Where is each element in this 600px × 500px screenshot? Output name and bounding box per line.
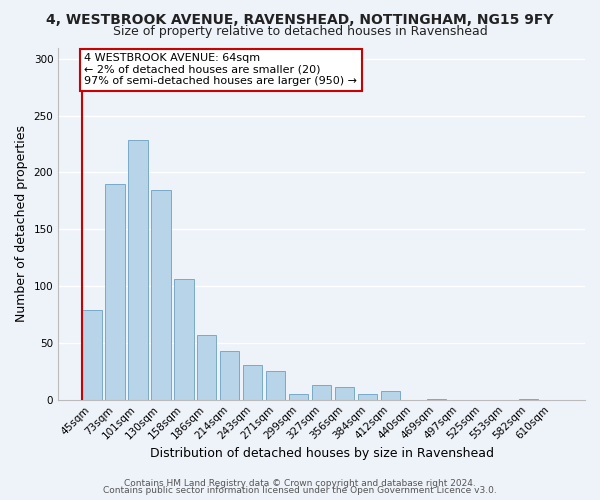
Text: Contains public sector information licensed under the Open Government Licence v3: Contains public sector information licen… bbox=[103, 486, 497, 495]
Bar bbox=[243, 364, 262, 400]
Bar bbox=[197, 335, 217, 400]
Bar bbox=[151, 190, 170, 400]
Bar bbox=[335, 387, 355, 400]
Bar bbox=[427, 398, 446, 400]
Bar bbox=[82, 310, 101, 400]
Text: 4 WESTBROOK AVENUE: 64sqm
← 2% of detached houses are smaller (20)
97% of semi-d: 4 WESTBROOK AVENUE: 64sqm ← 2% of detach… bbox=[85, 53, 358, 86]
Bar bbox=[105, 184, 125, 400]
Bar bbox=[128, 140, 148, 400]
Bar bbox=[289, 394, 308, 400]
Bar bbox=[381, 390, 400, 400]
Text: 4, WESTBROOK AVENUE, RAVENSHEAD, NOTTINGHAM, NG15 9FY: 4, WESTBROOK AVENUE, RAVENSHEAD, NOTTING… bbox=[46, 12, 554, 26]
Bar bbox=[174, 280, 194, 400]
Bar bbox=[266, 372, 286, 400]
Bar bbox=[358, 394, 377, 400]
Bar bbox=[312, 385, 331, 400]
Y-axis label: Number of detached properties: Number of detached properties bbox=[15, 125, 28, 322]
X-axis label: Distribution of detached houses by size in Ravenshead: Distribution of detached houses by size … bbox=[149, 447, 494, 460]
Text: Contains HM Land Registry data © Crown copyright and database right 2024.: Contains HM Land Registry data © Crown c… bbox=[124, 478, 476, 488]
Text: Size of property relative to detached houses in Ravenshead: Size of property relative to detached ho… bbox=[113, 25, 487, 38]
Bar bbox=[518, 398, 538, 400]
Bar bbox=[220, 351, 239, 400]
